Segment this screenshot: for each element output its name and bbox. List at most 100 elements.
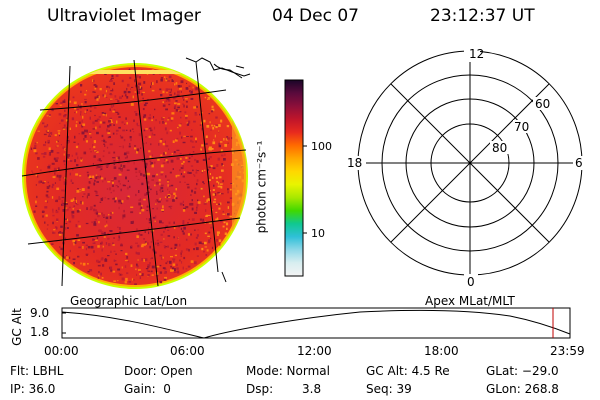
speckle-pixel (119, 96, 122, 99)
speckle-pixel (174, 268, 176, 271)
speckle-pixel (187, 186, 190, 189)
speckle-pixel (119, 273, 122, 276)
speckle-pixel (103, 150, 105, 152)
speckle-pixel (106, 188, 109, 190)
speckle-pixel (163, 245, 166, 247)
speckle-pixel (135, 268, 137, 271)
status-gc-alt: GC Alt: 4.5 Re (366, 364, 450, 378)
speckle-pixel (168, 195, 171, 198)
speckle-pixel (81, 124, 84, 128)
speckle-pixel (195, 209, 198, 211)
speckle-pixel (107, 232, 109, 235)
speckle-pixel (84, 110, 86, 114)
speckle-pixel (97, 194, 99, 197)
speckle-pixel (95, 176, 98, 180)
speckle-pixel (146, 73, 149, 75)
speckle-pixel (60, 101, 63, 104)
speckle-pixel (151, 89, 155, 92)
speckle-pixel (97, 214, 100, 218)
speckle-pixel (136, 74, 139, 78)
speckle-pixel (154, 184, 156, 187)
speckle-pixel (136, 265, 139, 268)
speckle-pixel (156, 80, 158, 84)
speckle-pixel (102, 214, 105, 217)
speckle-pixel (119, 183, 121, 185)
speckle-pixel (84, 98, 87, 100)
speckle-pixel (152, 175, 156, 178)
speckle-pixel (118, 167, 122, 170)
speckle-pixel (72, 169, 74, 171)
speckle-pixel (100, 175, 101, 179)
speckle-pixel (121, 79, 124, 83)
speckle-pixel (64, 163, 66, 166)
speckle-pixel (182, 161, 185, 163)
speckle-pixel (159, 73, 161, 75)
speckle-pixel (142, 174, 146, 177)
speckle-pixel (107, 125, 110, 128)
speckle-pixel (182, 141, 186, 144)
speckle-pixel (150, 129, 153, 132)
speckle-pixel (180, 173, 183, 175)
speckle-pixel (48, 164, 51, 166)
speckle-pixel (165, 262, 168, 265)
speckle-pixel (77, 143, 80, 145)
speckle-pixel (90, 245, 94, 249)
speckle-pixel (158, 179, 161, 182)
speckle-pixel (81, 119, 83, 123)
speckle-pixel (185, 268, 188, 270)
speckle-pixel (58, 197, 61, 200)
speckle-pixel (93, 204, 96, 207)
speckle-pixel (186, 105, 188, 108)
speckle-pixel (78, 246, 81, 249)
speckle-pixel (152, 208, 154, 210)
speckle-pixel (61, 119, 64, 122)
speckle-pixel (65, 203, 68, 205)
speckle-pixel (166, 260, 169, 263)
speckle-pixel (56, 218, 59, 221)
speckle-pixel (101, 140, 104, 142)
speckle-pixel (143, 129, 146, 132)
speckle-pixel (69, 160, 73, 162)
timeline-ylabel: GC Alt (9, 308, 24, 346)
speckle-pixel (216, 231, 220, 234)
speckle-pixel (185, 116, 188, 120)
speckle-pixel (60, 247, 63, 251)
speckle-pixel (103, 236, 106, 238)
speckle-pixel (170, 159, 174, 163)
speckle-pixel (55, 159, 58, 162)
speckle-pixel (97, 245, 100, 248)
status-glon: GLon: 268.8 (486, 382, 559, 396)
speckle-pixel (151, 164, 154, 168)
speckle-pixel (229, 188, 232, 191)
speckle-pixel (134, 147, 137, 150)
speckle-pixel (84, 135, 87, 138)
speckle-pixel (145, 128, 148, 130)
speckle-pixel (94, 212, 97, 214)
speckle-pixel (124, 152, 127, 156)
speckle-pixel (165, 246, 168, 248)
speckle-pixel (109, 187, 112, 191)
speckle-pixel (90, 151, 92, 153)
speckle-pixel (170, 88, 172, 92)
speckle-pixel (204, 241, 207, 245)
speckle-pixel (194, 87, 197, 91)
speckle-pixel (152, 248, 154, 251)
speckle-pixel (88, 181, 91, 184)
speckle-pixel (86, 90, 87, 92)
speckle-pixel (201, 247, 204, 251)
speckle-pixel (93, 208, 96, 212)
speckle-pixel (162, 222, 164, 224)
speckle-pixel (58, 113, 62, 116)
speckle-pixel (85, 254, 88, 256)
altitude-timeline (61, 307, 571, 339)
geographic-grid (21, 59, 247, 287)
speckle-pixel (192, 151, 195, 153)
speckle-pixel (46, 115, 49, 117)
speckle-pixel (165, 145, 169, 148)
speckle-pixel (205, 209, 207, 212)
speckle-pixel (204, 232, 207, 235)
speckle-pixel (175, 174, 178, 178)
speckle-pixel (42, 182, 45, 184)
speckle-pixel (206, 249, 209, 252)
speckle-pixel (215, 124, 218, 127)
